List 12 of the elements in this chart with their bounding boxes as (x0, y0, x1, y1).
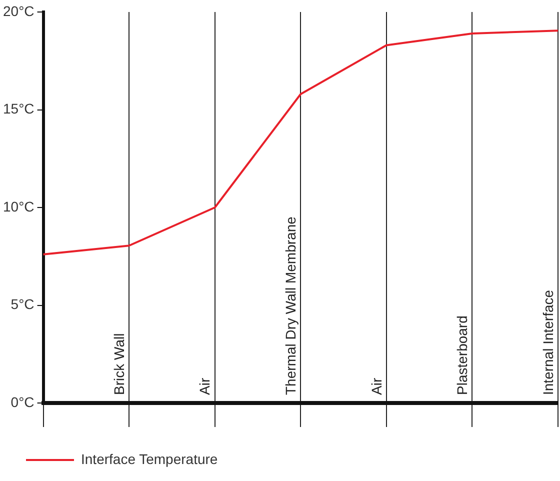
x-tick-label: Air (368, 378, 384, 395)
x-tick-label: Plasterboard (454, 316, 470, 395)
y-tick-label: 10°C (3, 198, 34, 214)
x-tick-label: Thermal Dry Wall Membrane (282, 216, 298, 395)
y-tick-label: 15°C (3, 100, 34, 117)
x-tick-label: Air (196, 378, 213, 395)
y-tick-label: 0°C (10, 394, 34, 410)
y-tick-label: 20°C (3, 2, 34, 19)
x-tick-label: Internal Interface (540, 290, 556, 395)
y-tick-label: 5°C (10, 296, 34, 312)
x-tick-label: Brick Wall (110, 333, 127, 395)
legend-label: Interface Temperature (81, 450, 218, 467)
